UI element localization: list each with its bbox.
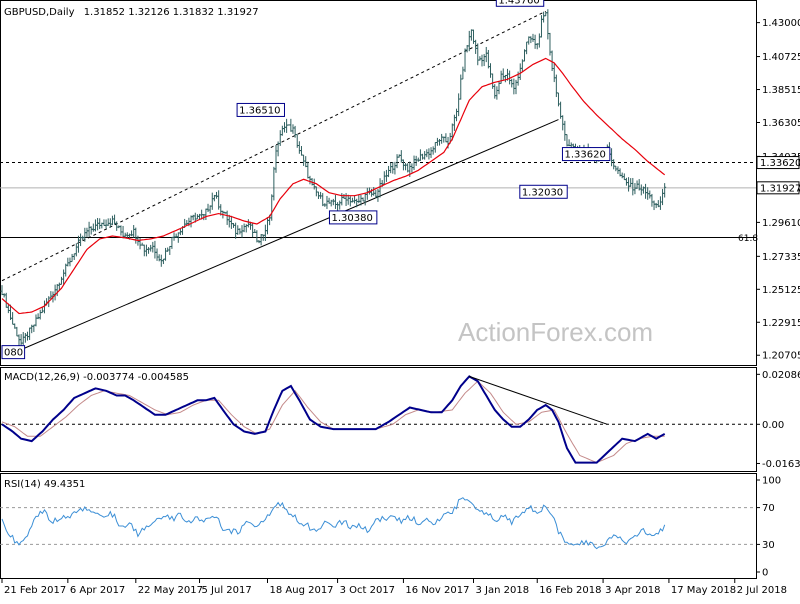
price-tick-label: 1.27335 — [762, 252, 800, 263]
macd-panel: 0.020861 0.00 -0.016357 — [0, 370, 800, 470]
x-tick-label: 3 Apr 2018 — [605, 585, 660, 596]
price-tick-label: 1.43000 — [762, 18, 800, 29]
watermark: ActionForex.com — [458, 317, 653, 347]
price-panel-frame — [0, 0, 757, 366]
price-label: 1.33620 — [564, 150, 605, 161]
price-label: 1.43760 — [498, 0, 539, 6]
price-tick-label: 1.38515 — [762, 85, 800, 96]
x-tick-label: 22 May 2017 — [138, 585, 203, 596]
x-tick-label: 3 Oct 2017 — [340, 585, 395, 596]
price-label-box — [519, 184, 568, 199]
price-header: GBPUSD,Daily 1.31852 1.32126 1.31832 1.3… — [4, 7, 259, 18]
x-tick-label: 21 Feb 2017 — [4, 585, 66, 596]
x-tick-label: 17 May 2018 — [671, 585, 736, 596]
macd-signal-line — [1, 380, 665, 464]
rsi-line — [1, 497, 666, 550]
price-tick-label: 1.22915 — [762, 318, 800, 329]
x-tick-label: 16 Feb 2018 — [539, 585, 601, 596]
resistance-price-tag-box — [756, 156, 800, 170]
price-panel: 1.430001.407251.385151.363051.340351.336… — [0, 0, 800, 362]
price-label: 1.30380 — [331, 213, 372, 224]
x-tick-label: 3 Jan 2018 — [476, 585, 530, 596]
rsi-tick-label: 0 — [762, 568, 768, 579]
price-label: 1.36510 — [239, 105, 280, 116]
price-label-box — [236, 102, 285, 117]
price-label-box — [561, 147, 611, 162]
price-label: 080 — [4, 348, 23, 359]
rsi-header: RSI(14) 49.4351 — [4, 479, 85, 490]
macd-trendline — [469, 375, 608, 425]
macd-tick-label: 0.00 — [762, 420, 784, 431]
price-tick-label: 1.25125 — [762, 285, 800, 296]
price-label: 1.32030 — [522, 187, 563, 198]
rsi-tick-label: 30 — [762, 540, 775, 551]
symbol-label: GBPUSD,Daily — [4, 7, 75, 18]
macd-tick-label: -0.016357 — [762, 459, 800, 470]
ohlc-label: 1.31852 1.32126 1.31832 1.31927 — [84, 7, 259, 18]
price-tick-label: 1.20705 — [762, 351, 800, 362]
x-tick-label: 5 Jul 2017 — [202, 585, 252, 596]
last-price-tag: 1.31927 — [760, 183, 800, 194]
x-tick-label: 6 Apr 2017 — [70, 585, 125, 596]
price-label-box — [328, 210, 378, 225]
macd-panel-frame — [0, 367, 757, 472]
price-tick-label: 1.29610 — [762, 218, 800, 229]
x-tick-label: 18 Aug 2017 — [269, 585, 333, 596]
resistance-price-tag: 1.33620 — [760, 158, 800, 169]
price-label-box — [495, 0, 545, 7]
x-tick-label: 2 Jul 2018 — [737, 585, 787, 596]
price-label-box — [1, 345, 26, 360]
price-tick-label: 1.40725 — [762, 52, 800, 63]
rsi-tick-label: 100 — [762, 476, 781, 487]
moving-average-line — [1, 57, 666, 315]
macd-line — [1, 375, 666, 464]
rsi-tick-label: 70 — [762, 503, 775, 514]
price-bars — [0, 9, 667, 346]
macd-tick-label: 0.020861 — [762, 370, 800, 381]
channel-upper-line — [1, 10, 546, 282]
rsi-panel-frame — [0, 473, 757, 579]
last-price-tag-box — [756, 181, 800, 195]
macd-header: MACD(12,26,9) -0.003774 -0.004585 — [4, 372, 189, 383]
x-tick-label: 16 Nov 2017 — [405, 585, 469, 596]
fib-label: 61.8 — [738, 234, 758, 244]
channel-lower-line — [20, 119, 559, 351]
price-tick-label: 1.36305 — [762, 118, 800, 129]
rsi-panel: 100 70 30 0 — [0, 476, 781, 579]
